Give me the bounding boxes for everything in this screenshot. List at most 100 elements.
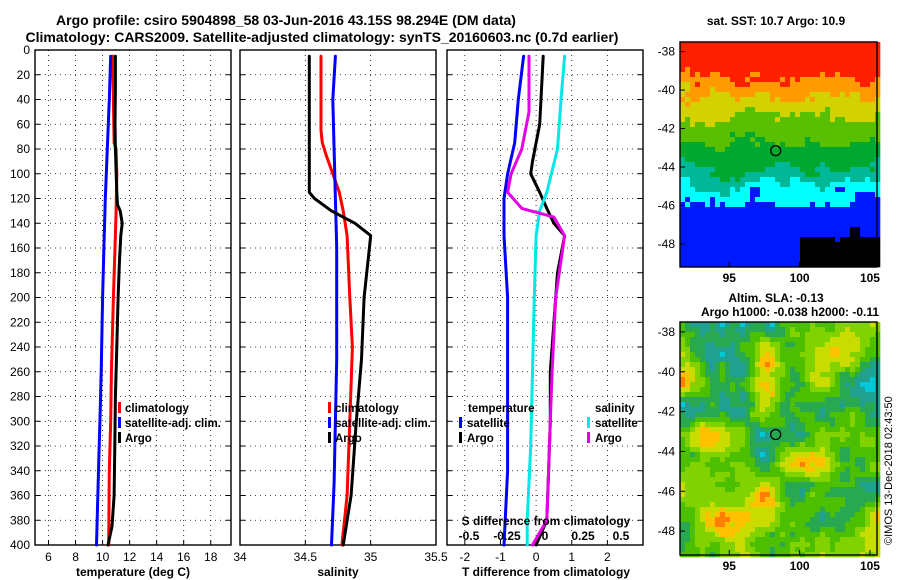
map-cell: [740, 132, 746, 138]
map-cell: [750, 547, 756, 553]
map-cell: [800, 407, 806, 413]
map-cell: [830, 367, 836, 373]
map-cell: [695, 142, 701, 148]
map-cell: [725, 122, 731, 128]
map-cell: [855, 147, 861, 153]
map-cell: [730, 77, 736, 83]
map-cell: [705, 352, 711, 358]
map-cell: [695, 172, 701, 178]
map-cell: [835, 512, 841, 518]
map-cell: [690, 322, 696, 328]
series-line-argo: [307, 54, 373, 547]
map-cell: [870, 77, 876, 83]
map-cell: [720, 117, 726, 123]
map-cell: [715, 377, 721, 383]
map-cell: [700, 507, 706, 513]
map-cell: [790, 87, 796, 93]
map-cell: [730, 347, 736, 353]
map-cell: [695, 347, 701, 353]
map-cell: [720, 392, 726, 398]
map-cell: [840, 502, 846, 508]
map-cell: [695, 137, 701, 143]
map-cell: [825, 67, 831, 73]
map-cell: [870, 102, 876, 108]
map-cell: [735, 407, 741, 413]
map-cell: [750, 357, 756, 363]
map-cell: [770, 202, 776, 208]
map-cell: [865, 132, 871, 138]
map-cell: [845, 422, 851, 428]
map-cell: [760, 232, 766, 238]
map-cell: [730, 392, 736, 398]
map-cell: [860, 487, 866, 493]
map-cell: [695, 187, 701, 193]
map-cell: [785, 237, 791, 243]
map-cell: [830, 337, 836, 343]
map-cell: [840, 332, 846, 338]
map-cell: [735, 502, 741, 508]
map-cell: [805, 77, 811, 83]
map-cell: [705, 247, 711, 253]
map-cell: [800, 57, 806, 63]
map-cell: [780, 467, 786, 473]
map-cell: [835, 382, 841, 388]
map-cell: [715, 472, 721, 478]
map-cell: [755, 67, 761, 73]
map-cell: [705, 377, 711, 383]
map-cell: [815, 262, 821, 268]
map-cell: [855, 242, 861, 248]
map-cell: [780, 362, 786, 368]
map-cell: [710, 422, 716, 428]
map-cell: [700, 392, 706, 398]
map-cell: [750, 112, 756, 118]
map-cell: [765, 222, 771, 228]
map-cell: [775, 92, 781, 98]
map-cell: [695, 422, 701, 428]
map-cell: [695, 387, 701, 393]
map-cell: [785, 447, 791, 453]
map-cell: [810, 152, 816, 158]
map-cell: [705, 337, 711, 343]
map-cell: [730, 232, 736, 238]
map-cell: [800, 352, 806, 358]
map-cell: [825, 352, 831, 358]
map-cell: [830, 242, 836, 248]
map-cell: [780, 517, 786, 523]
map-cell: [810, 432, 816, 438]
map-cell: [710, 147, 716, 153]
map-cell: [700, 167, 706, 173]
depth-tick-label: 40: [17, 93, 31, 107]
map-cell: [740, 372, 746, 378]
map-cell: [760, 52, 766, 58]
map-cell: [815, 412, 821, 418]
map-cell: [685, 427, 691, 433]
map-cell: [835, 152, 841, 158]
map-cell: [865, 47, 871, 53]
map-cell: [735, 207, 741, 213]
map-cell: [680, 257, 686, 263]
map-cell: [700, 452, 706, 458]
map-cell: [860, 467, 866, 473]
map-cell: [805, 112, 811, 118]
map-cell: [855, 447, 861, 453]
map-cell: [725, 362, 731, 368]
map-cell: [715, 122, 721, 128]
map-cell: [765, 547, 771, 553]
map-cell: [715, 387, 721, 393]
map-cell: [700, 547, 706, 553]
map-cell: [785, 262, 791, 268]
map-cell: [685, 47, 691, 53]
map-cell: [855, 42, 861, 48]
map-cell: [840, 477, 846, 483]
map-cell: [725, 257, 731, 263]
map-cell: [715, 127, 721, 133]
map-cell: [750, 192, 756, 198]
map-cell: [740, 152, 746, 158]
map-cell: [835, 432, 841, 438]
map-cell: [865, 377, 871, 383]
map-cell: [700, 492, 706, 498]
map-cell: [765, 192, 771, 198]
map-cell: [810, 452, 816, 458]
map-cell: [855, 167, 861, 173]
map-cell: [820, 532, 826, 538]
